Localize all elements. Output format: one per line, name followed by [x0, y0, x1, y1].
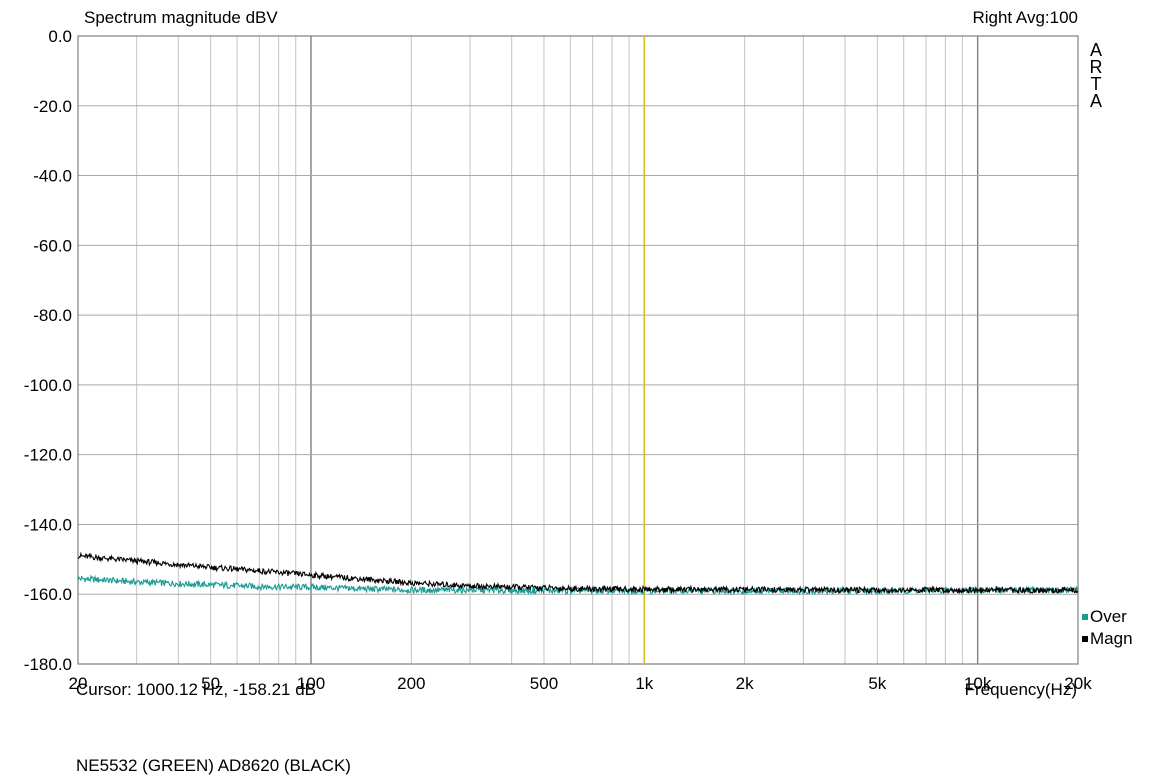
brand-vertical-text: A R T A	[1086, 40, 1106, 111]
footer-note: NE5532 (GREEN) AD8620 (BLACK)	[76, 756, 351, 775]
y-tick-label: -60.0	[33, 236, 72, 255]
x-tick-label: 10k	[964, 674, 992, 693]
x-tick-label: 500	[530, 674, 558, 693]
cursor-readout: Cursor: 1000.12 Hz, -158.21 dB	[76, 680, 317, 699]
y-tick-label: -100.0	[24, 376, 72, 395]
brand-letter: A	[1089, 91, 1102, 111]
series-line-magn	[77, 551, 1079, 595]
y-tick-label: -80.0	[33, 306, 72, 325]
y-tick-label: -20.0	[33, 97, 72, 116]
x-tick-label: 50	[201, 674, 220, 693]
y-tick-label: -40.0	[33, 167, 72, 186]
y-tick-label: -160.0	[24, 585, 72, 604]
x-tick-label: 5k	[868, 674, 886, 693]
legend-item-magn[interactable]: Magn	[1082, 628, 1133, 650]
y-tick-label: 0.0	[48, 27, 72, 46]
y-tick-label: -120.0	[24, 446, 72, 465]
chart-title: Spectrum magnitude dBV	[84, 8, 278, 27]
brand-letter: R	[1089, 57, 1103, 77]
plot-frame	[77, 35, 1079, 665]
legend-swatch-over	[1082, 614, 1088, 620]
legend-label-over: Over	[1090, 607, 1127, 626]
y-tick-label: -180.0	[24, 655, 72, 674]
legend-swatch-magn	[1082, 636, 1088, 642]
brand-letter: A	[1089, 40, 1102, 60]
legend-label-magn: Magn	[1090, 629, 1133, 648]
x-tick-label: 2k	[736, 674, 754, 693]
legend-item-over[interactable]: Over	[1082, 606, 1133, 628]
x-tick-label: 200	[397, 674, 425, 693]
legend: Over Magn	[1082, 606, 1133, 650]
y-tick-label: -140.0	[24, 515, 72, 534]
x-tick-label: 20	[69, 674, 88, 693]
x-tick-label: 20k	[1064, 674, 1092, 693]
x-tick-label: 100	[297, 674, 325, 693]
x-axis-label: Frequency(Hz)	[964, 680, 1077, 699]
x-tick-label: 1k	[635, 674, 653, 693]
channel-average-info: Right Avg:100	[972, 8, 1078, 27]
brand-letter: T	[1090, 74, 1102, 94]
